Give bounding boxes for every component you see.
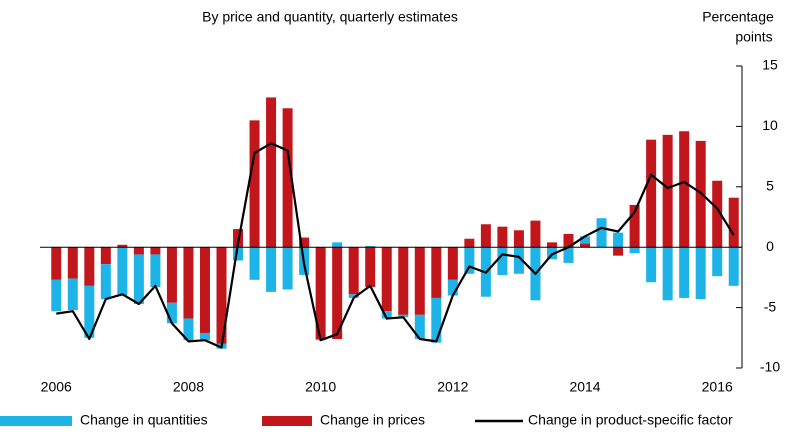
x-tick-label: 2014	[569, 379, 600, 395]
bar	[348, 294, 359, 298]
bar	[199, 247, 210, 333]
bar	[133, 247, 144, 255]
y-tick-label: 5	[766, 178, 774, 194]
chart-subtitle: By price and quantity, quarterly estimat…	[202, 9, 458, 25]
line	[56, 142, 735, 349]
bar	[596, 218, 607, 248]
bar	[679, 131, 690, 248]
bar	[712, 247, 723, 277]
bar	[431, 297, 442, 343]
bar	[497, 226, 508, 248]
bar	[398, 314, 409, 318]
y-tick-label: 0	[766, 238, 774, 254]
bar	[183, 247, 194, 319]
bar	[266, 247, 277, 292]
bar	[464, 247, 475, 274]
bar	[84, 247, 95, 286]
y-tick-label: -10	[760, 359, 780, 375]
x-tick-label: 2008	[173, 379, 204, 395]
bar	[646, 139, 657, 248]
bar	[315, 247, 326, 340]
bar	[348, 247, 359, 295]
x-tick-label: 2012	[437, 379, 468, 395]
bar	[613, 247, 624, 256]
bar	[365, 245, 376, 248]
bar	[728, 197, 739, 248]
x-tick-label: 2016	[702, 379, 733, 395]
bar	[299, 237, 310, 248]
bar	[100, 264, 111, 300]
bar	[332, 247, 343, 340]
bar	[282, 247, 293, 290]
bar	[150, 254, 161, 288]
bar	[282, 108, 293, 248]
legend-label: Change in prices	[320, 412, 425, 428]
bar	[51, 247, 62, 280]
bar	[233, 247, 244, 261]
bar	[480, 224, 491, 248]
bar	[646, 247, 657, 283]
bar	[546, 242, 557, 248]
bar	[613, 232, 624, 248]
bar	[447, 279, 458, 296]
y-axis-label: Percentage	[702, 9, 774, 25]
x-tick-label: 2006	[41, 379, 72, 395]
bar	[530, 220, 541, 248]
bar	[629, 247, 640, 254]
bar	[249, 247, 260, 280]
bar	[629, 204, 640, 248]
legend-swatch	[262, 416, 312, 426]
bar	[183, 318, 194, 341]
y-axis-label: points	[735, 29, 772, 45]
y-tick-label: -5	[764, 298, 777, 314]
bar	[84, 285, 95, 338]
bar	[365, 247, 376, 288]
bar	[563, 233, 574, 248]
bar	[67, 247, 78, 279]
bar	[133, 254, 144, 304]
bar	[117, 244, 128, 248]
bar	[464, 238, 475, 248]
x-tick-label: 2010	[305, 379, 336, 395]
bar	[728, 247, 739, 286]
bar	[563, 247, 574, 263]
bar	[398, 247, 409, 315]
bar	[431, 247, 442, 298]
bar	[414, 247, 425, 315]
bar	[513, 230, 524, 248]
bar	[580, 243, 591, 248]
bar	[662, 134, 673, 248]
bar	[662, 247, 673, 301]
bar	[199, 332, 210, 341]
y-tick-label: 15	[762, 57, 778, 73]
bar	[216, 247, 227, 344]
bar	[166, 302, 177, 324]
bar	[580, 236, 591, 244]
bar	[679, 247, 690, 298]
bar	[712, 180, 723, 248]
legend-label: Change in quantities	[80, 412, 208, 428]
bar	[117, 247, 128, 296]
bar	[414, 314, 425, 340]
bar	[51, 279, 62, 312]
bar	[150, 247, 161, 255]
bar	[381, 311, 392, 319]
bar	[166, 247, 177, 303]
bar	[266, 97, 277, 248]
bar	[447, 247, 458, 280]
bar	[513, 247, 524, 274]
bar	[332, 242, 343, 248]
bar	[67, 278, 78, 311]
bar	[695, 247, 706, 300]
y-tick-label: 10	[762, 117, 778, 133]
bar	[381, 247, 392, 312]
bar	[249, 120, 260, 248]
bar	[100, 247, 111, 265]
bar	[497, 247, 508, 275]
legend-swatch	[0, 416, 72, 426]
legend-label: Change in product-specific factor	[528, 412, 733, 428]
